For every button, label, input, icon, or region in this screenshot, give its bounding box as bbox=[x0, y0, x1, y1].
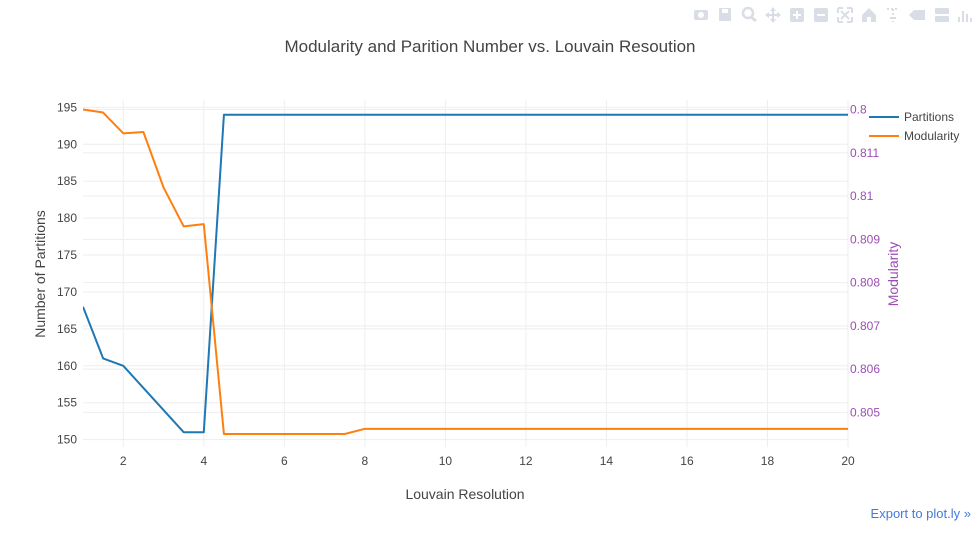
y-tick-label: 180 bbox=[57, 211, 77, 225]
legend-item-modularity[interactable]: Modularity bbox=[869, 129, 959, 143]
plotly-logo-icon[interactable] bbox=[955, 6, 975, 24]
x-axis-label: Louvain Resolution bbox=[405, 486, 524, 502]
zoom-icon[interactable] bbox=[739, 6, 759, 24]
y-tick-label: 155 bbox=[57, 396, 77, 410]
x-tick-label: 8 bbox=[361, 454, 368, 468]
x-tick-label: 2 bbox=[120, 454, 127, 468]
export-to-plotly-link[interactable]: Export to plot.ly » bbox=[870, 506, 971, 521]
series-line-partitions bbox=[83, 113, 848, 434]
grid-lines bbox=[83, 100, 849, 447]
spike-lines-icon[interactable] bbox=[883, 6, 903, 24]
hover-compare-icon[interactable] bbox=[931, 6, 951, 24]
y2-tick-label: 0.8 bbox=[850, 103, 867, 117]
x-axis-ticks: 2 4 6 8 10 12 14 16 18 20 bbox=[120, 454, 855, 468]
y2-tick-label: 0.806 bbox=[850, 362, 880, 376]
y-tick-label: 190 bbox=[57, 137, 77, 151]
y2-axis-label: Modularity bbox=[885, 242, 901, 307]
x-tick-label: 12 bbox=[519, 454, 533, 468]
y-axis-ticks: 150 155 160 165 170 175 180 185 190 195 bbox=[57, 100, 77, 446]
x-tick-label: 10 bbox=[439, 454, 453, 468]
reset-axes-icon[interactable] bbox=[859, 6, 879, 24]
y2-tick-label: 0.808 bbox=[850, 276, 880, 290]
y-tick-label: 195 bbox=[57, 100, 77, 114]
pan-icon[interactable] bbox=[763, 6, 783, 24]
chart-title: Modularity and Parition Number vs. Louva… bbox=[284, 37, 695, 56]
modebar-toolbar bbox=[691, 6, 975, 24]
x-tick-label: 6 bbox=[281, 454, 288, 468]
y-tick-label: 170 bbox=[57, 285, 77, 299]
x-tick-label: 18 bbox=[761, 454, 775, 468]
y-tick-label: 185 bbox=[57, 174, 77, 188]
x-tick-label: 4 bbox=[200, 454, 207, 468]
hover-closest-icon[interactable] bbox=[907, 6, 927, 24]
y2-tick-label: 0.805 bbox=[850, 405, 880, 419]
zoom-out-icon[interactable] bbox=[811, 6, 831, 24]
zoom-in-icon[interactable] bbox=[787, 6, 807, 24]
legend: Partitions Modularity bbox=[869, 110, 959, 143]
series-lines bbox=[83, 108, 848, 436]
legend-item-partitions[interactable]: Partitions bbox=[869, 110, 954, 124]
legend-label: Partitions bbox=[904, 110, 954, 124]
legend-label: Modularity bbox=[904, 129, 959, 143]
x-tick-label: 14 bbox=[600, 454, 614, 468]
autoscale-icon[interactable] bbox=[835, 6, 855, 24]
x-tick-label: 16 bbox=[680, 454, 694, 468]
y-tick-label: 175 bbox=[57, 248, 77, 262]
x-tick-label: 20 bbox=[841, 454, 855, 468]
series-line-modularity bbox=[83, 108, 848, 436]
y-tick-label: 160 bbox=[57, 359, 77, 373]
y-axis-label: Number of Partitions bbox=[32, 210, 48, 338]
camera-icon[interactable] bbox=[691, 6, 711, 24]
y-tick-label: 150 bbox=[57, 433, 77, 447]
y2-tick-label: 0.809 bbox=[850, 232, 880, 246]
y-tick-label: 165 bbox=[57, 322, 77, 336]
save-icon[interactable] bbox=[715, 6, 735, 24]
y2-tick-label: 0.807 bbox=[850, 319, 880, 333]
y2-tick-label: 0.811 bbox=[850, 146, 879, 160]
y2-tick-label: 0.81 bbox=[850, 189, 874, 203]
y2-axis-ticks: 0.805 0.806 0.807 0.808 0.809 0.81 0.811 0.8 bbox=[850, 103, 880, 420]
